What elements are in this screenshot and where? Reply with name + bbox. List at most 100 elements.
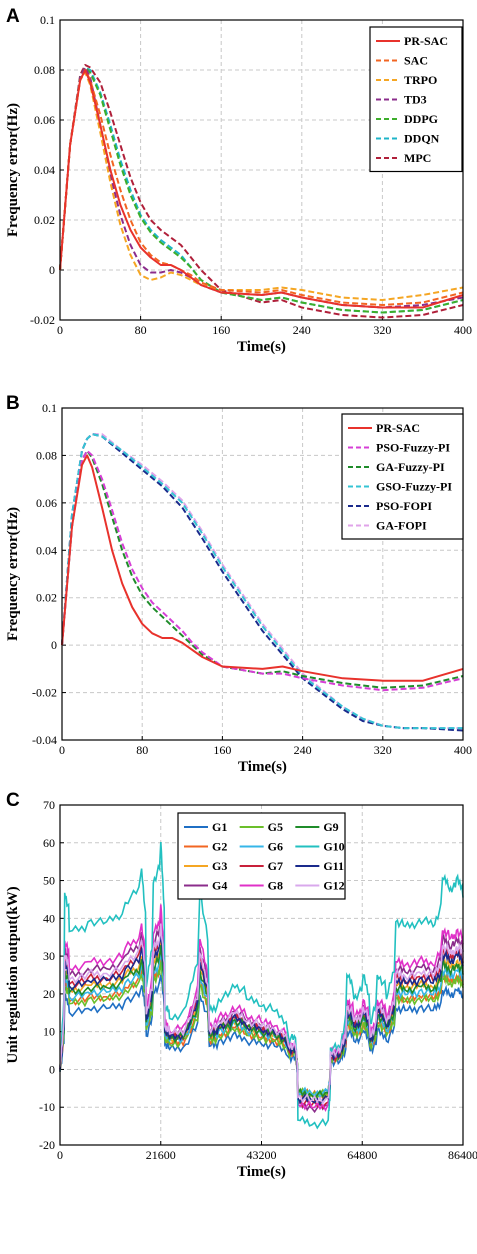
y-tick-label: -10 [39, 1100, 55, 1114]
plot-area [59, 64, 464, 319]
series-line-g1 [59, 974, 464, 1099]
y-tick-label: 0 [49, 263, 55, 277]
legend-entry: MPC [404, 151, 431, 165]
legend-entry: GSO-Fuzzy-PI [376, 480, 452, 494]
x-tick-label: 80 [136, 743, 148, 757]
x-axis-label: Time(s) [237, 339, 286, 355]
x-tick-label: 240 [293, 323, 311, 337]
series-line-g10 [59, 841, 464, 1130]
x-tick-label: 240 [294, 743, 312, 757]
legend-entry: G7 [268, 859, 283, 873]
x-axis-label: Time(s) [237, 1164, 286, 1180]
plot-area [59, 841, 464, 1130]
x-tick-label: 21600 [146, 1148, 176, 1162]
series-line-mpc [59, 64, 464, 319]
y-tick-label: 0.02 [36, 591, 57, 605]
y-tick-label: -0.02 [32, 686, 57, 700]
y-tick-label: 50 [43, 874, 55, 888]
legend-entry: PSO-Fuzzy-PI [376, 441, 450, 455]
legend-entry: GA-FOPI [376, 519, 427, 533]
x-tick-label: 320 [373, 323, 391, 337]
legend-entry: G9 [323, 820, 338, 834]
legend: G1 G2 G3 G4 G5 G6 G7 G8 G9 G10 G11 G12 [177, 812, 346, 900]
series-line-ddpg [59, 66, 464, 314]
x-tick-label: 64800 [347, 1148, 377, 1162]
x-axis-label: Time(s) [238, 759, 287, 775]
series-line-g5 [59, 961, 464, 1100]
y-tick-label: 0 [51, 638, 57, 652]
y-tick-label: 30 [43, 949, 55, 963]
legend-entry: DDQN [404, 132, 440, 146]
chart-panel-a: A0 80 160 240 320 400-0.0200.020.040.060.080.… [5, 6, 472, 355]
legend-entry: G2 [212, 840, 227, 854]
panel-letter: A [6, 6, 20, 27]
y-tick-label: -20 [39, 1138, 55, 1152]
series-line-ddqn [59, 66, 464, 314]
legend-box [341, 413, 464, 540]
y-tick-label: 60 [43, 836, 55, 850]
legend-entry: G12 [323, 879, 344, 893]
legend-entry: TD3 [404, 93, 427, 107]
x-tick-label: 160 [213, 743, 231, 757]
y-tick-label: 40 [43, 911, 55, 925]
legend-entry: TRPO [404, 73, 437, 87]
x-tick-label: 320 [374, 743, 392, 757]
panel-letter: C [6, 790, 20, 811]
y-tick-label: 0.04 [34, 163, 55, 177]
x-tick-label: 0 [59, 743, 65, 757]
legend-entry: G5 [268, 820, 283, 834]
x-tick-label: 400 [454, 743, 472, 757]
series-line-gso-fuzzy-pi [61, 433, 463, 730]
y-tick-label: 10 [43, 1025, 55, 1039]
y-tick-label: 0.06 [34, 113, 55, 127]
y-tick-label: -0.02 [30, 313, 55, 327]
legend-entry: G1 [212, 820, 227, 834]
y-tick-label: 0.08 [34, 63, 55, 77]
series-line-g12 [59, 923, 464, 1105]
series-line-pr-sac [59, 69, 464, 309]
plot-area [61, 433, 464, 732]
x-tick-label: 43200 [247, 1148, 277, 1162]
legend-entry: DDPG [404, 112, 438, 126]
legend-entry: PSO-FOPI [376, 499, 432, 513]
legend: PR-SAC SAC TRPO TD3 DDPG DDQN MPC [369, 26, 463, 173]
plot-frame [59, 19, 464, 321]
y-tick-label: 0.02 [34, 213, 55, 227]
legend-entry: G11 [323, 859, 344, 873]
legend-entry: G3 [212, 859, 227, 873]
x-tick-label: 160 [212, 323, 230, 337]
x-tick-label: 400 [454, 323, 472, 337]
x-tick-label: 80 [135, 323, 147, 337]
legend: PR-SAC PSO-Fuzzy-PI GA-Fuzzy-PI GSO-Fuzzy-P… [341, 413, 464, 540]
legend-entry: GA-Fuzzy-PI [376, 460, 445, 474]
series-line-pso-fuzzy-pi [61, 449, 464, 692]
chart-panel-b: B 0 80 160 240 320 400 -0.04 -0.02 0 0.02 0.04 0.06 0… [5, 393, 472, 775]
y-tick-label: -0.04 [32, 733, 57, 747]
legend-entry: PR-SAC [376, 421, 420, 435]
x-tick-label: 0 [57, 323, 63, 337]
y-tick-label: 0.06 [36, 496, 57, 510]
plot-frame [61, 407, 464, 741]
x-tick-label: 86400 [448, 1148, 477, 1162]
legend-entry: SAC [404, 54, 428, 68]
y-tick-label: 0.1 [40, 13, 55, 27]
panel-letter: B [6, 393, 20, 414]
y-tick-label: 0 [49, 1062, 55, 1076]
y-tick-label: 70 [43, 798, 55, 812]
y-axis-label: Frequency error(Hz) [5, 507, 21, 641]
y-tick-label: 20 [43, 987, 55, 1001]
legend-entry: G10 [323, 840, 344, 854]
legend-entry: G8 [268, 879, 283, 893]
series-line-g4 [59, 913, 464, 1114]
series-line-pr-sac [61, 454, 464, 682]
y-tick-label: 0.04 [36, 543, 57, 557]
legend-entry: PR-SAC [404, 34, 448, 48]
plot-frame [59, 804, 464, 1146]
series-line-ga-fuzzy-pi [61, 449, 464, 689]
y-axis-label: Unit regulation output(kW) [5, 886, 21, 1063]
chart-panel-c: C 0 21600 43200 64800 86400 -20 -10 0 10 20 30 40 50 6… [5, 790, 477, 1180]
x-tick-label: 0 [57, 1148, 63, 1162]
series-line-g11 [59, 933, 464, 1106]
y-axis-label: Frequency error(Hz) [5, 103, 21, 237]
